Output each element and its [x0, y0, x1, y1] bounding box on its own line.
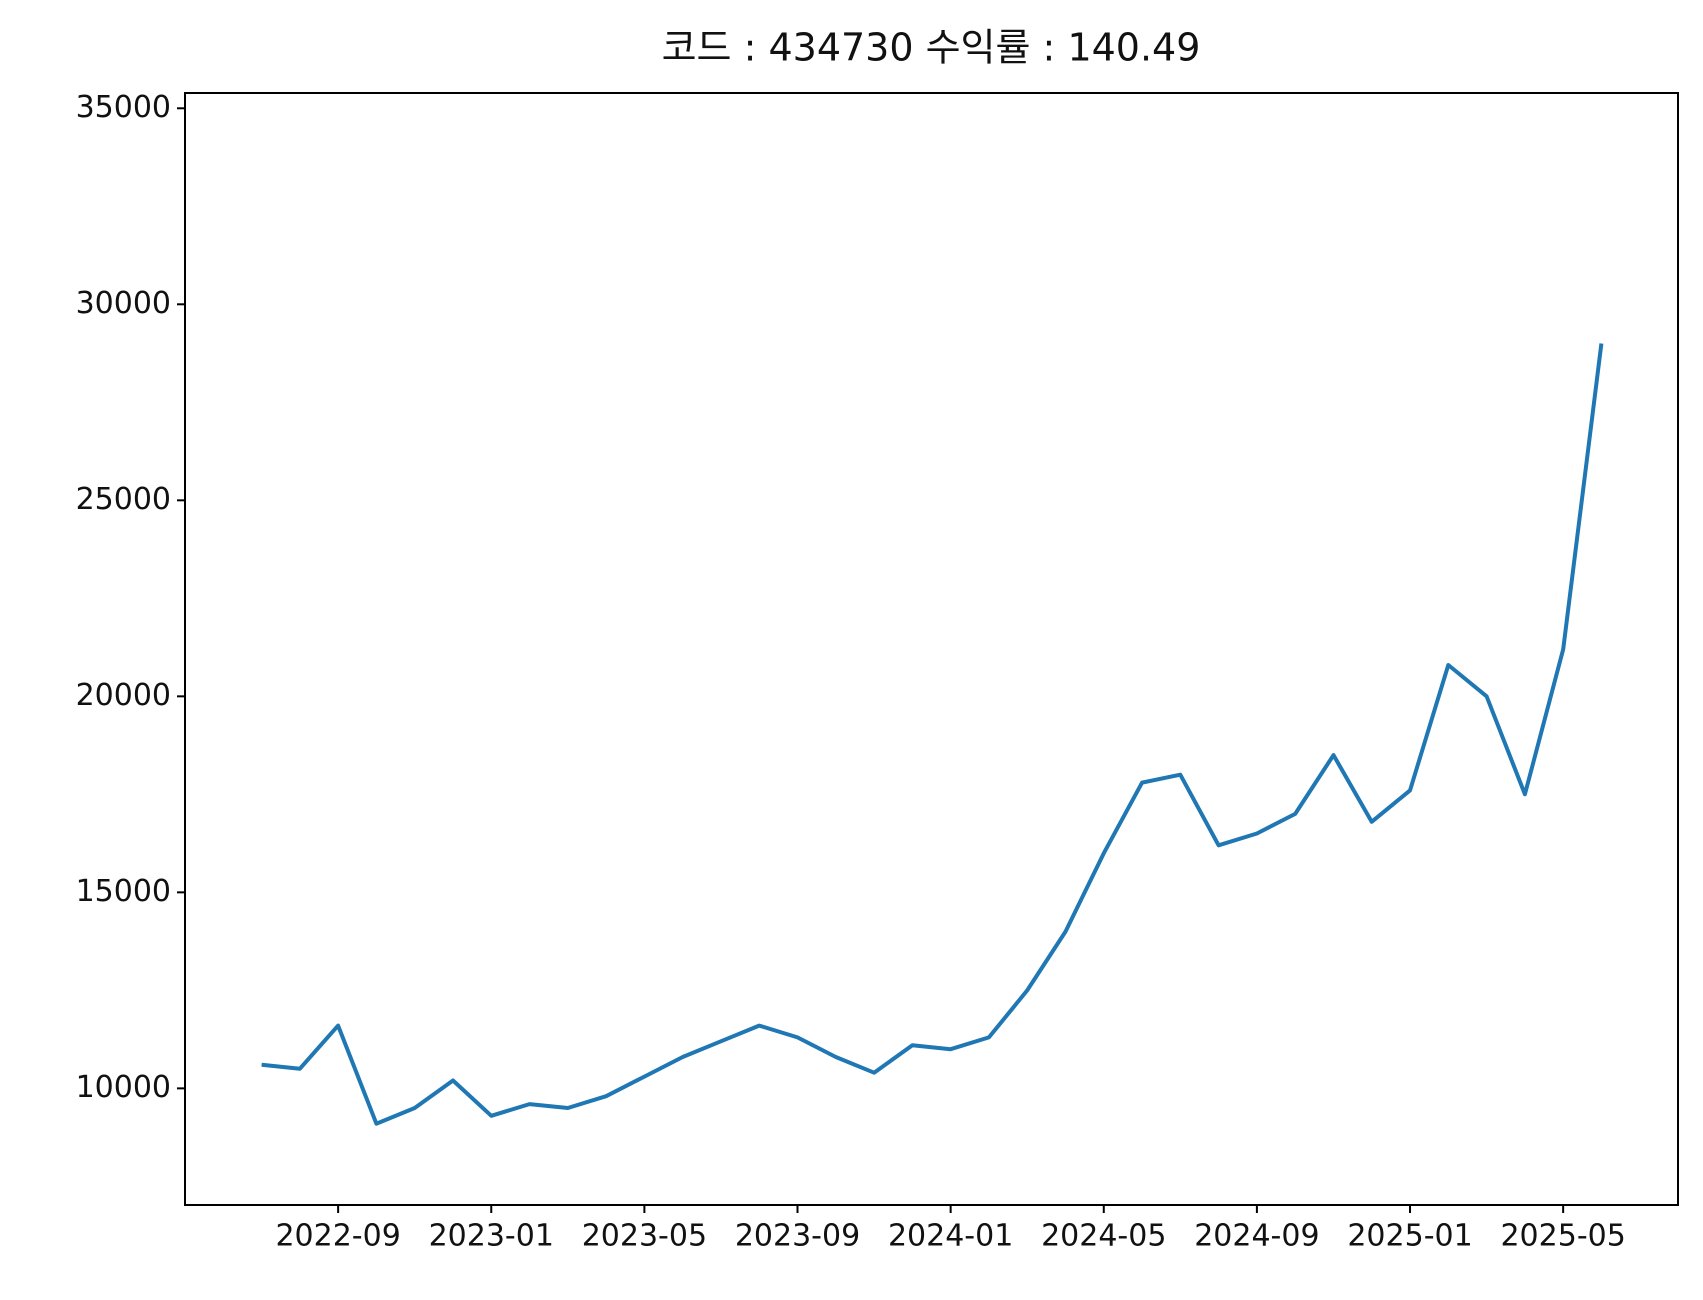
x-tick-label: 2023-01	[429, 1219, 554, 1254]
x-tick-label: 2024-09	[1194, 1219, 1319, 1254]
y-tick-label: 20000	[76, 678, 171, 713]
x-tick-label: 2024-01	[888, 1219, 1013, 1254]
x-tick-label: 2025-01	[1347, 1219, 1472, 1254]
y-tick-label: 30000	[76, 286, 171, 321]
x-tick-label: 2023-09	[735, 1219, 860, 1254]
x-tick-label: 2023-05	[582, 1219, 707, 1254]
y-tick-label: 25000	[76, 482, 171, 517]
x-tick-label: 2024-05	[1041, 1219, 1166, 1254]
y-tick-label: 10000	[76, 1070, 171, 1105]
x-tick-label: 2022-09	[275, 1219, 400, 1254]
y-tick-label: 35000	[76, 90, 171, 125]
chart-title: 코드 : 434730 수익률 : 140.49	[662, 26, 1201, 70]
y-tick-label: 15000	[76, 874, 171, 909]
plot-frame	[184, 92, 1679, 1206]
x-tick-label: 2025-05	[1500, 1219, 1625, 1254]
line-series	[261, 343, 1604, 1126]
